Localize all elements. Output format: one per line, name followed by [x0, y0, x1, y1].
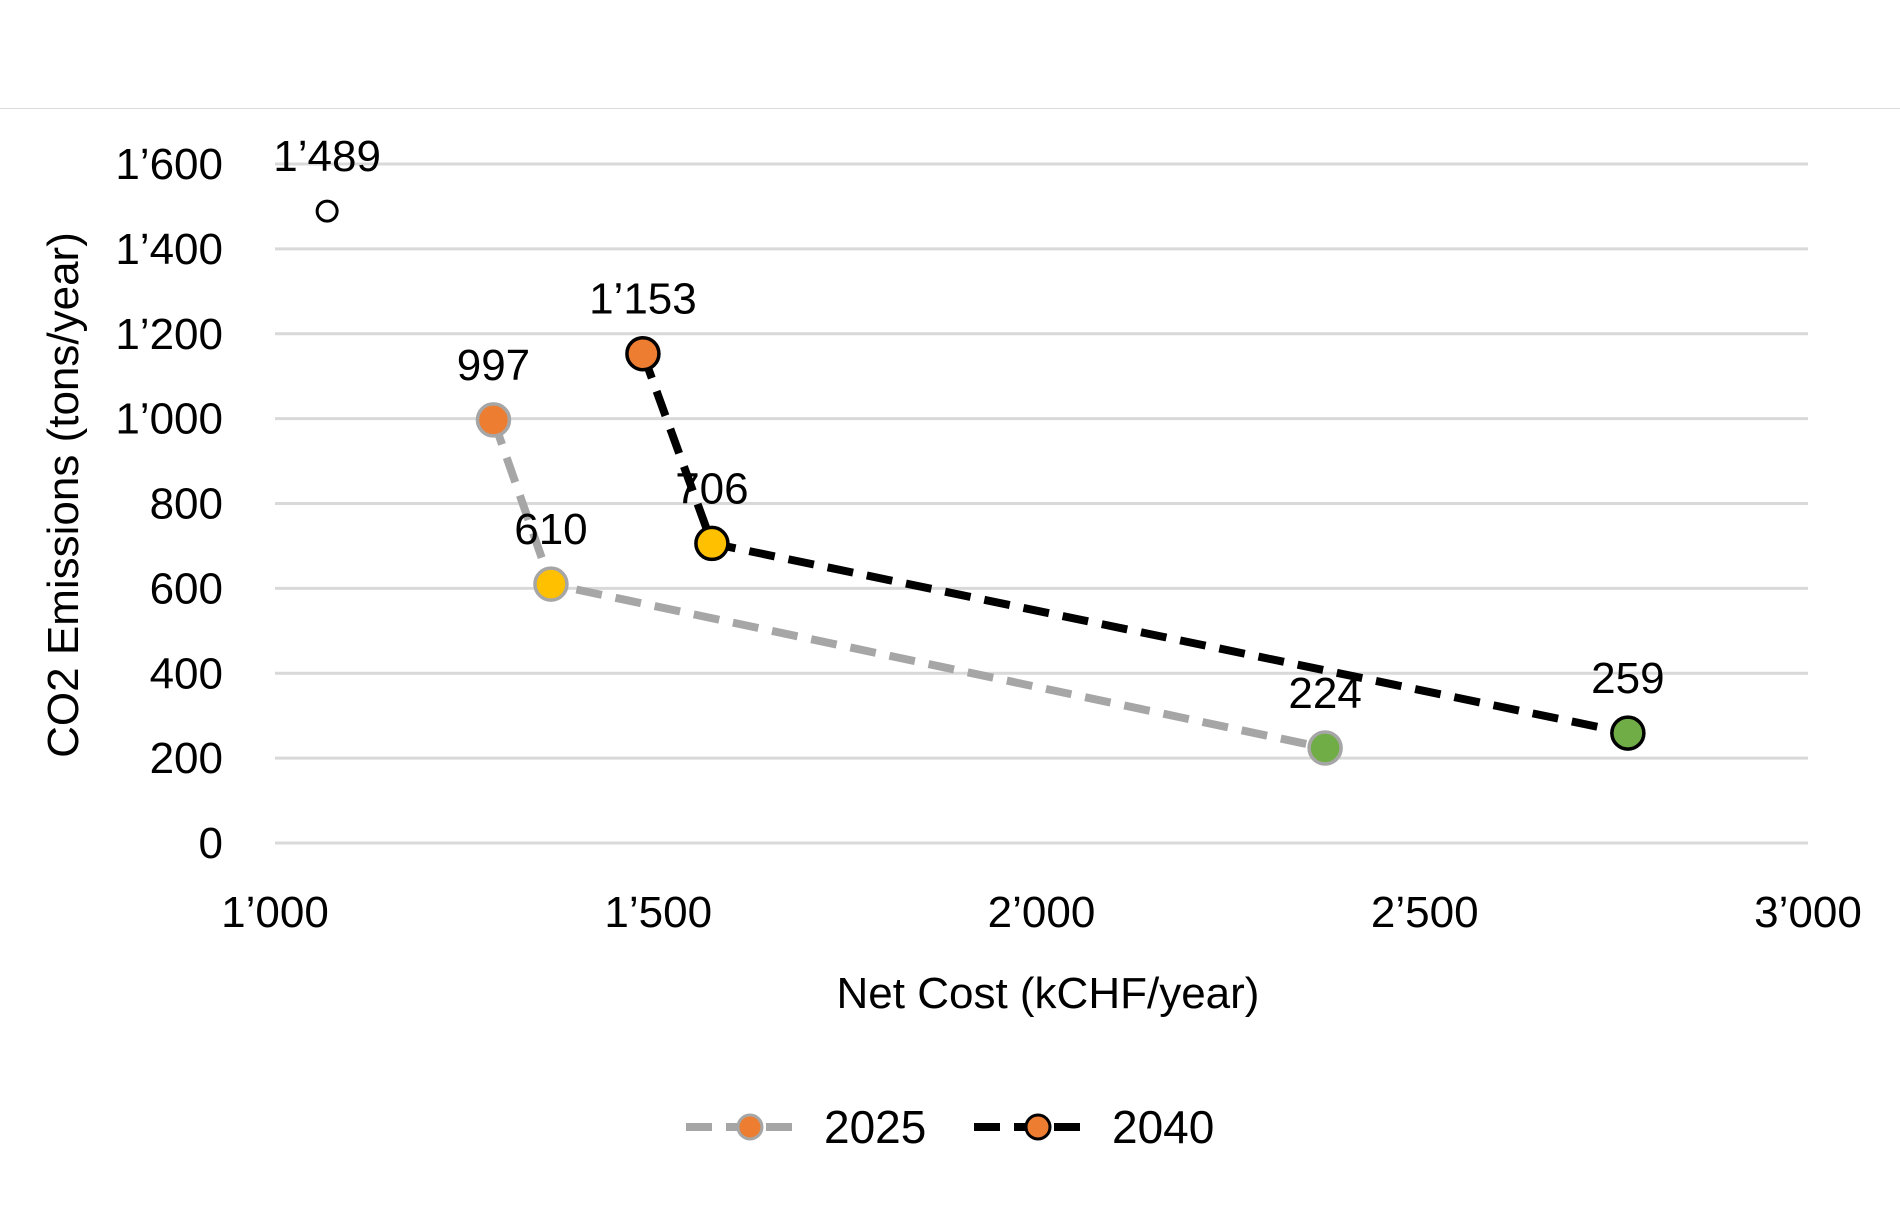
header-band — [0, 0, 1900, 109]
y-tick-label: 400 — [150, 649, 223, 698]
x-tick-label: 2’500 — [1371, 888, 1479, 937]
y-axis-ticks: 0 200 400 600 800 1’000 1’200 1’400 1’600 — [115, 140, 223, 868]
series-line-2040 — [639, 352, 1629, 738]
x-tick-label: 2’000 — [988, 888, 1096, 937]
legend-entry-2040: 2040 — [974, 1101, 1214, 1153]
series-lines — [489, 352, 1629, 752]
x-axis-title: Net Cost (kCHF/year) — [837, 969, 1260, 1018]
data-label: 1’153 — [589, 275, 697, 324]
data-label: 610 — [514, 505, 587, 554]
data-label: 259 — [1591, 654, 1664, 703]
x-tick-label: 3’000 — [1754, 888, 1862, 937]
legend-label: 2025 — [824, 1101, 926, 1153]
data-point-2040 — [1610, 715, 1646, 751]
data-markers — [315, 199, 1646, 766]
legend-entry-2025: 2025 — [686, 1101, 926, 1153]
data-label: 1’489 — [273, 132, 381, 181]
data-point-2025 — [475, 402, 512, 438]
y-tick-label: 800 — [150, 480, 223, 529]
data-point-2025 — [533, 566, 569, 602]
y-axis-title: CO2 Emissions (tons/year) — [39, 232, 88, 758]
data-point-2040 — [625, 335, 661, 372]
data-label: 706 — [675, 464, 748, 513]
x-tick-label: 1’500 — [604, 888, 712, 937]
legend-marker-swatch — [1024, 1113, 1052, 1141]
gridlines — [275, 162, 1808, 845]
y-tick-label: 1’400 — [115, 225, 223, 274]
y-tick-label: 0 — [199, 819, 223, 868]
data-label: 224 — [1288, 669, 1361, 718]
data-point-2025 — [1307, 730, 1343, 766]
y-tick-label: 200 — [150, 734, 223, 783]
x-axis-ticks: 1’000 1’500 2’000 2’500 3’000 — [221, 888, 1862, 937]
y-tick-label: 1’000 — [115, 395, 223, 444]
y-tick-label: 600 — [150, 564, 223, 613]
legend-label: 2040 — [1112, 1101, 1214, 1153]
data-point-extra — [315, 199, 339, 223]
data-label: 997 — [457, 341, 530, 390]
x-tick-label: 1’000 — [221, 888, 329, 937]
legend-marker-swatch — [736, 1113, 764, 1141]
legend: 2025 2040 — [686, 1101, 1214, 1153]
y-tick-label: 1’200 — [115, 310, 223, 359]
data-point-2040 — [694, 525, 730, 562]
y-tick-label: 1’600 — [115, 140, 223, 189]
data-labels: 997 610 224 1’153 706 259 1’489 — [273, 132, 1664, 718]
